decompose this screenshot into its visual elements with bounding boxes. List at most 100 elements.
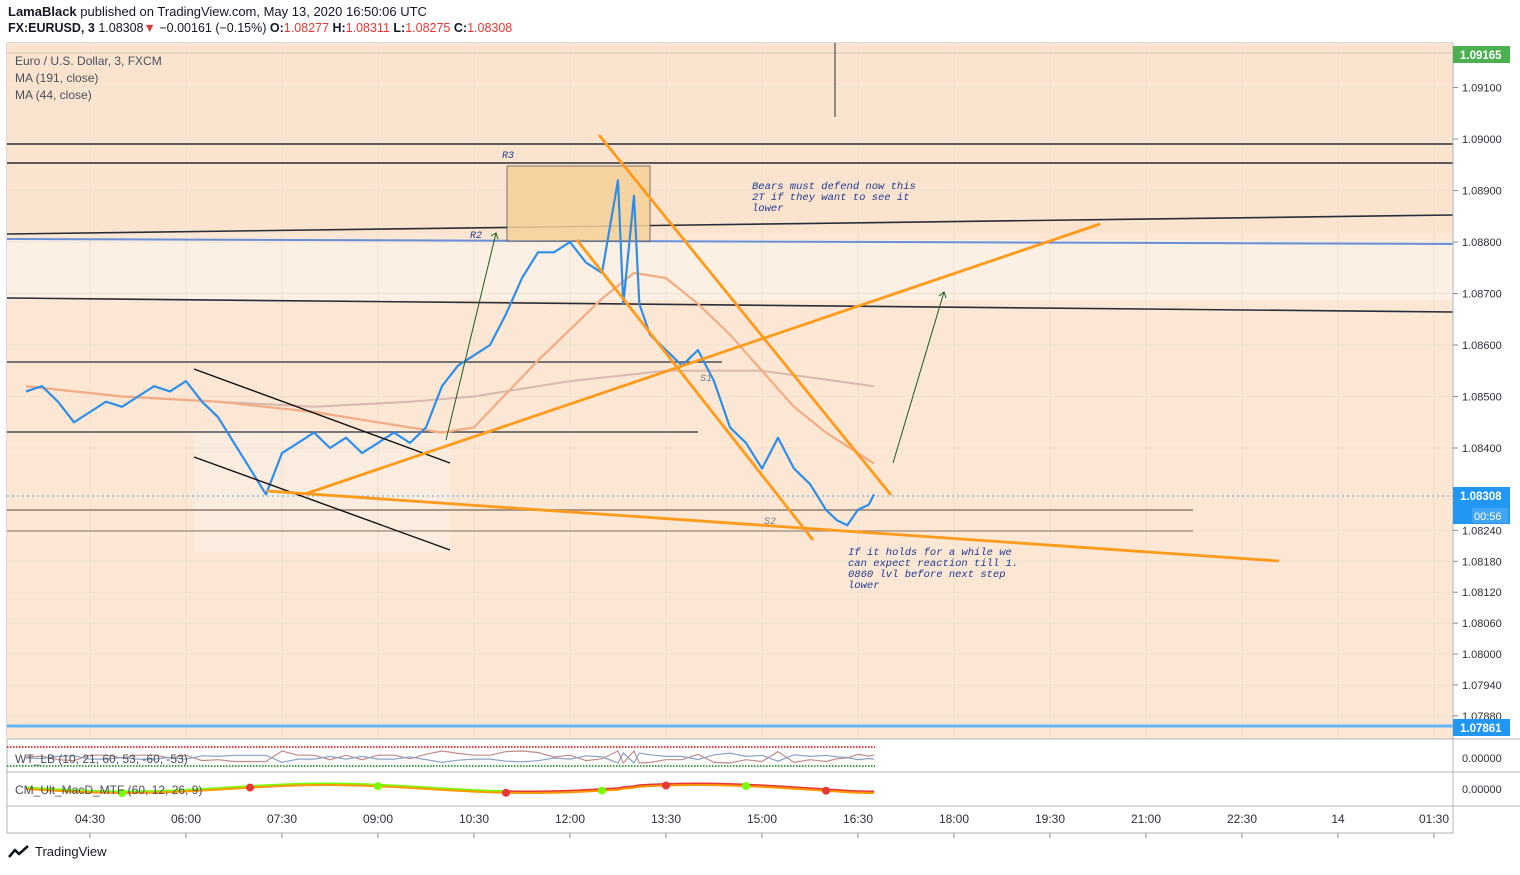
- time-tick-label: 21:00: [1131, 812, 1161, 826]
- price-tick-label: 1.08700: [1462, 289, 1502, 301]
- open-value: 1.08277: [283, 21, 329, 35]
- time-tick-label: 22:30: [1227, 812, 1257, 826]
- price-tick-label: 1.08400: [1462, 443, 1502, 455]
- legend-title: Euro / U.S. Dollar, 3, FXCM: [15, 54, 162, 68]
- macd-dot: [246, 783, 254, 792]
- wt-line-1: [25, 749, 875, 765]
- macd-dot: [598, 786, 606, 795]
- arrow-up-right[interactable]: [892, 291, 945, 464]
- price-badge-bottom-text: 1.07861: [1460, 723, 1502, 735]
- note-reaction[interactable]: If it holds for a while we can expect re…: [848, 547, 1018, 592]
- orange-base-trendline[interactable]: [266, 489, 1280, 563]
- change-value: −0.00161 (−0.15%): [159, 21, 267, 35]
- price-tick-label: 1.07940: [1462, 680, 1502, 692]
- high-label: H:: [332, 21, 346, 35]
- time-tick-label: 07:30: [267, 812, 297, 826]
- tradingview-brand-text: TradingView: [35, 844, 107, 859]
- left-channel-top[interactable]: [193, 368, 451, 464]
- down-arrow-icon: ▼: [143, 21, 156, 35]
- time-tick-label: 12:00: [555, 812, 585, 826]
- green-arrows: [445, 232, 947, 464]
- mid-zone-shade: [7, 240, 1453, 300]
- time-tick-label: 09:00: [363, 812, 393, 826]
- orange-channel-upper[interactable]: [597, 134, 893, 496]
- r3-zone-box[interactable]: [506, 165, 651, 242]
- macd-legend: CM_Ult_MacD_MTF (60, 12, 26, 9): [15, 783, 202, 797]
- time-tick-label: 13:30: [651, 812, 681, 826]
- macd-indicator-pane[interactable]: CM_Ult_MacD_MTF (60, 12, 26, 9): [15, 781, 874, 798]
- channel-zone-shade: [194, 430, 450, 552]
- symbol-label: FX:EURUSD, 3: [8, 21, 95, 35]
- note-reaction-line-4: lower: [848, 580, 880, 592]
- arrow-head-right: [938, 291, 947, 299]
- orange-channel-lower[interactable]: [575, 239, 815, 541]
- macd-dot: [742, 782, 750, 791]
- r3-label: R3: [502, 151, 514, 162]
- time-axis[interactable]: 04:30 06:00 07:30 09:00 10:30 12:00 13:30 15:00…: [75, 812, 1449, 838]
- blue-trendline[interactable]: [6, 238, 1454, 245]
- price-line: [25, 179, 875, 527]
- left-channel-bottom[interactable]: [193, 456, 451, 551]
- price-badge-bottom: 1.07861: [1453, 719, 1510, 736]
- macd-dot: [662, 781, 670, 790]
- close-value: 1.08308: [467, 21, 513, 35]
- wt-indicator-pane[interactable]: WT_LB (10, 21, 60, 53, -60, -53): [7, 746, 875, 767]
- time-tick-label: 14: [1331, 812, 1345, 826]
- tradingview-logo[interactable]: TradingView: [8, 844, 107, 859]
- publish-header: LamaBlack published on TradingView.com, …: [8, 4, 427, 19]
- time-tick-label: 10:30: [459, 812, 489, 826]
- low-value: 1.08275: [405, 21, 451, 35]
- price-badge-current: 1.08308 00:56: [1453, 487, 1510, 524]
- price-tick-label: 1.08120: [1462, 587, 1502, 599]
- black-trendline-lower[interactable]: [6, 297, 1454, 313]
- open-label: O:: [269, 21, 284, 35]
- wt-legend: WT_LB (10, 21, 60, 53, -60, -53): [15, 752, 188, 766]
- legend-ma191: MA (191, close): [15, 71, 98, 85]
- legend-ma44: MA (44, close): [15, 88, 92, 102]
- tradingview-logo-icon: [8, 844, 29, 858]
- price-tick-label: 1.08900: [1462, 186, 1502, 198]
- price-axis[interactable]: 1.09100 1.09000 1.08900 1.08800 1.08700 1.086…: [1453, 83, 1502, 723]
- published-text: published on TradingView.com, May 13, 20…: [80, 4, 427, 19]
- price-tick-label: 1.08800: [1462, 237, 1502, 249]
- note-bears-line-2: 2T if they want to see it: [752, 192, 910, 204]
- macd-dot: [118, 789, 126, 797]
- wt-axis-value: 0.00000: [1462, 753, 1502, 765]
- macd-cross-dots: [118, 781, 830, 797]
- upper-zone-shade: [7, 43, 1453, 233]
- note-reaction-line-3: 0860 lvl before next step: [848, 569, 1006, 581]
- time-tick-label: 06:00: [171, 812, 201, 826]
- price-badge-current-text: 1.08308: [1460, 491, 1502, 503]
- price-badge-top-text: 1.09165: [1460, 50, 1502, 62]
- horizontal-levels: [6, 43, 1454, 728]
- low-label: L:: [393, 21, 406, 35]
- author-name[interactable]: LamaBlack: [8, 4, 77, 19]
- countdown-text: 00:56: [1474, 511, 1502, 523]
- price-tick-label: 1.08240: [1462, 525, 1502, 537]
- close-label: C:: [453, 21, 468, 35]
- macd-dot: [822, 786, 830, 795]
- price-tick-label: 1.08500: [1462, 392, 1502, 404]
- price-tick-label: 1.08060: [1462, 618, 1502, 630]
- note-bears-line-1: Bears must defend now this: [752, 181, 916, 193]
- high-value: 1.08311: [345, 21, 390, 35]
- macd-dot: [374, 782, 382, 791]
- time-tick-label: 15:00: [747, 812, 777, 826]
- price-badge-bottom-bg: [1453, 719, 1510, 736]
- wt-line-2: [25, 752, 875, 764]
- r2-label: R2: [470, 231, 482, 242]
- price-tick-label: 1.08000: [1462, 649, 1502, 661]
- note-bears-line-3: lower: [752, 203, 784, 215]
- black-trendline-upper[interactable]: [6, 214, 1454, 235]
- price-badge-top: 1.09165: [1453, 46, 1510, 63]
- orange-support-trendline[interactable]: [304, 222, 1101, 496]
- time-tick-label: 01:30: [1419, 812, 1449, 826]
- time-tick-label: 04:30: [75, 812, 105, 826]
- ohlc-header: FX:EURUSD, 3 1.08308▼ −0.00161 (−0.15%) …: [8, 21, 512, 35]
- price-badge-top-bg: [1453, 46, 1510, 63]
- note-bears[interactable]: Bears must defend now this 2T if they wa…: [752, 181, 916, 215]
- countdown-bg: [1472, 508, 1508, 523]
- arrow-up-left[interactable]: [445, 232, 497, 441]
